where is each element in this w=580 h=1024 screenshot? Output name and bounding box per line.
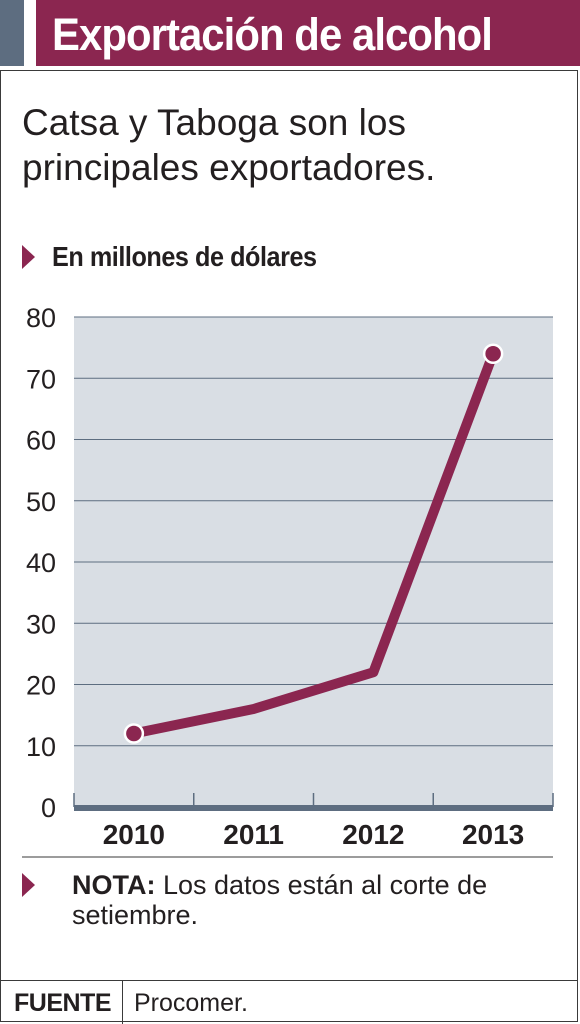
chart-title: Exportación de alcohol	[52, 9, 493, 60]
source-label: FUENTE	[14, 989, 112, 1017]
data-point	[123, 723, 145, 744]
unit-row: En millones de dólares	[22, 240, 346, 274]
note-label: NOTA:	[72, 870, 156, 900]
note-body: Los datos están al corte de setiembre.	[72, 870, 488, 930]
y-tick-label: 0	[41, 793, 56, 823]
x-tick-label: 2013	[462, 819, 524, 850]
y-tick-label: 60	[26, 426, 56, 456]
footer-vertical-divider	[122, 981, 123, 1024]
data-point	[482, 343, 504, 364]
source-value: Procomer.	[134, 989, 248, 1017]
x-tick-label: 2012	[342, 819, 404, 850]
line-chart: 0 10 20 30 40 50 60 70 80 2010 2011 2012 2013	[22, 303, 554, 858]
y-tick-label: 30	[26, 609, 56, 639]
header-bar	[36, 0, 580, 66]
note: NOTA: Los datos están al corte de setiem…	[22, 870, 562, 930]
note-text: NOTA: Los datos están al corte de setiem…	[72, 870, 562, 930]
unit-label: En millones de dólares	[52, 241, 317, 272]
y-tick-label: 50	[26, 487, 56, 517]
y-tick-label: 80	[26, 303, 56, 333]
x-tick-label: 2010	[103, 819, 165, 850]
y-tick-label: 20	[26, 671, 56, 701]
footer-divider-line	[0, 980, 578, 981]
y-tick-label: 70	[26, 364, 56, 394]
chart-frame	[0, 70, 578, 1022]
x-tick-label: 2011	[223, 819, 284, 850]
y-tick-label: 10	[26, 732, 56, 762]
triangle-bullet-icon	[22, 245, 35, 269]
header-accent	[0, 0, 24, 66]
triangle-bullet-icon	[22, 873, 35, 897]
x-axis-baseline	[74, 805, 553, 811]
y-tick-label: 40	[26, 548, 56, 578]
series-line	[128, 348, 499, 739]
chart-subtitle: Catsa y Taboga son los principales expor…	[22, 102, 436, 188]
